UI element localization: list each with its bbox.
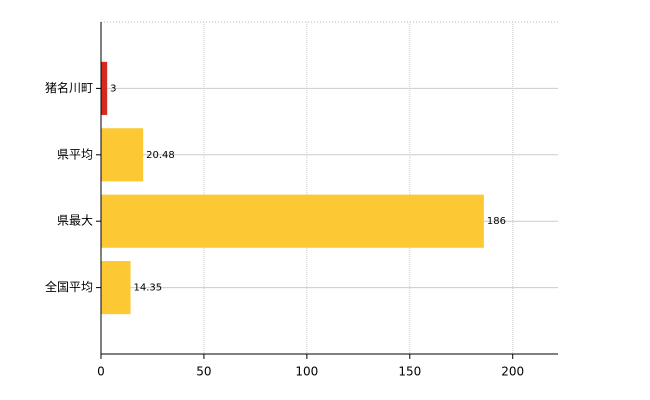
value-label: 20.48 — [146, 150, 175, 161]
value-label: 3 — [110, 83, 116, 94]
x-tick-label: 150 — [398, 365, 421, 379]
x-tick-label: 50 — [196, 365, 211, 379]
y-tick-label: 猪名川町 — [45, 80, 93, 95]
y-tick-label: 県最大 — [57, 214, 93, 228]
value-label: 186 — [487, 216, 506, 227]
y-tick-label: 県平均 — [57, 147, 93, 161]
bar — [101, 194, 484, 248]
bar — [101, 261, 131, 315]
x-tick-label: 100 — [295, 365, 318, 379]
x-tick-label: 200 — [501, 365, 524, 379]
bar — [101, 61, 108, 115]
y-tick-label: 全国平均 — [45, 279, 93, 294]
x-tick-label: 0 — [97, 365, 105, 379]
bar — [101, 128, 144, 182]
value-label: 14.35 — [134, 283, 163, 294]
